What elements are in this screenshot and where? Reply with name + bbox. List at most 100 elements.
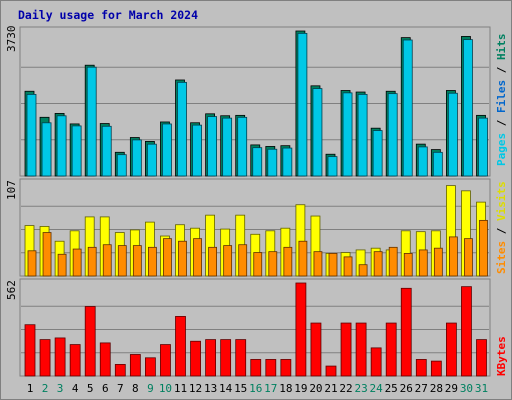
bar-sites-20 [313, 251, 323, 277]
series-label-part: Pages [495, 133, 508, 166]
bar-files-17 [267, 148, 278, 177]
bar-sites-26 [403, 253, 413, 277]
bar-kbytes-31 [476, 339, 487, 377]
bar-sites-15 [238, 244, 248, 277]
bar-files-13 [207, 116, 218, 177]
bar-files-23 [357, 94, 368, 177]
bar-kbytes-9 [144, 357, 156, 377]
bar-files-27 [417, 146, 428, 177]
bar-sites-13 [208, 246, 218, 277]
x-tick-label-24: 24 [370, 382, 384, 395]
bar-kbytes-13 [205, 339, 217, 377]
bar-kbytes-20 [310, 322, 322, 377]
x-tick-label-10: 10 [159, 382, 172, 395]
bar-kbytes-18 [280, 359, 292, 377]
series-label-panel3: KBytes [495, 336, 508, 376]
bar-kbytes-27 [415, 359, 427, 377]
x-tick-label-17: 17 [264, 382, 277, 395]
bar-kbytes-22 [340, 322, 352, 377]
bar-kbytes-14 [220, 339, 232, 377]
bar-sites-9 [147, 246, 157, 277]
x-tick-label-5: 5 [87, 382, 94, 395]
bar-files-31 [478, 117, 488, 177]
series-label-panel2: Sites / Visits [495, 181, 508, 274]
x-tick-label-13: 13 [204, 382, 217, 395]
bar-sites-21 [328, 253, 338, 277]
bar-sites-12 [193, 238, 202, 277]
bar-kbytes-19 [295, 282, 307, 377]
bar-kbytes-23 [355, 322, 367, 377]
bar-sites-3 [57, 253, 67, 277]
bar-sites-28 [433, 247, 443, 277]
series-label-part: Sites [495, 241, 508, 274]
bar-files-4 [71, 125, 82, 177]
bar-files-2 [41, 122, 52, 177]
bar-sites-31 [479, 219, 488, 277]
bar-kbytes-28 [430, 360, 442, 377]
bar-files-11 [177, 81, 187, 177]
bar-files-26 [402, 39, 413, 177]
bar-kbytes-24 [370, 347, 382, 377]
bar-files-18 [282, 147, 293, 177]
bar-kbytes-30 [461, 286, 472, 377]
bar-kbytes-16 [250, 359, 262, 377]
bar-files-24 [372, 130, 383, 177]
bar-sites-8 [132, 245, 142, 277]
x-tick-label-14: 14 [219, 382, 233, 395]
x-tick-label-19: 19 [294, 382, 307, 395]
bar-sites-5 [87, 246, 97, 277]
x-tick-label-26: 26 [400, 382, 413, 395]
bar-files-14 [222, 117, 233, 177]
series-label-part: Files [495, 80, 508, 113]
series-label-part: KBytes [495, 336, 508, 376]
bar-kbytes-11 [175, 316, 186, 377]
x-axis-labels: 1 2 3 4 5 6 7 8 9 10 11 12 13 14 15 16 17 18 19 20 21 22 23 24 2… [27, 382, 488, 395]
bar-files-3 [56, 115, 67, 177]
x-tick-label-2: 2 [42, 382, 49, 395]
bar-kbytes-7 [114, 364, 126, 377]
bar-files-8 [131, 139, 142, 177]
bar-files-5 [86, 66, 97, 177]
x-tick-label-4: 4 [72, 382, 79, 395]
bar-files-28 [432, 151, 443, 177]
bar-kbytes-1 [24, 324, 36, 377]
bar-sites-24 [373, 251, 383, 277]
series-label-part: / [495, 60, 508, 80]
series-label-part: Visits [495, 181, 508, 221]
bar-sites-6 [102, 244, 112, 277]
bar-kbytes-6 [99, 342, 111, 377]
series-label-part: Hits [495, 34, 508, 61]
x-tick-label-12: 12 [189, 382, 202, 395]
bar-files-30 [463, 39, 473, 177]
bar-kbytes-25 [385, 322, 397, 377]
x-tick-label-22: 22 [339, 382, 352, 395]
bar-sites-2 [42, 232, 52, 277]
x-tick-label-18: 18 [279, 382, 292, 395]
bar-kbytes-12 [190, 340, 201, 377]
series-label-panel1: Pages / Files / Hits [495, 34, 508, 167]
x-tick-label-1: 1 [27, 382, 34, 395]
x-tick-label-29: 29 [445, 382, 458, 395]
bar-sites-22 [343, 256, 353, 277]
bar-kbytes-15 [235, 339, 247, 377]
bars-layer [24, 30, 488, 377]
bar-sites-10 [163, 238, 172, 277]
bar-sites-11 [178, 240, 187, 277]
bar-files-20 [312, 88, 323, 177]
bar-kbytes-8 [129, 354, 141, 377]
bar-sites-30 [464, 238, 473, 277]
bar-files-25 [387, 93, 398, 177]
bar-sites-27 [418, 249, 428, 277]
x-tick-label-27: 27 [415, 382, 428, 395]
x-tick-label-15: 15 [234, 382, 247, 395]
bar-files-10 [162, 123, 172, 177]
x-tick-label-21: 21 [324, 382, 337, 395]
ymax-label-panel1: 3730 [5, 26, 18, 53]
bar-files-6 [101, 125, 112, 177]
bar-sites-4 [72, 248, 82, 277]
series-label-part: / [495, 113, 508, 133]
bar-sites-19 [298, 240, 308, 277]
bar-files-22 [342, 92, 353, 177]
bar-kbytes-4 [69, 344, 81, 377]
